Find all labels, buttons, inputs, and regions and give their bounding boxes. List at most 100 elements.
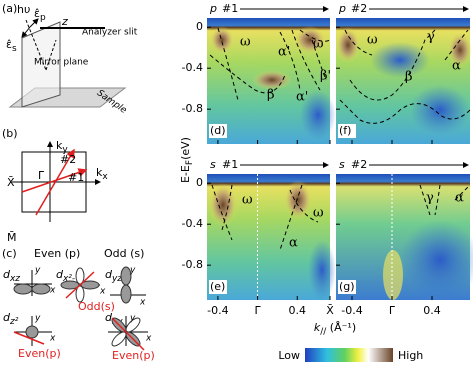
lobe <box>111 331 127 347</box>
even-tag: Even(p) <box>112 349 155 362</box>
cut: #1 <box>222 2 238 15</box>
intensity <box>370 42 430 78</box>
odd-tag: Odd(s) <box>78 300 115 313</box>
y-tick-label: -0.4 <box>182 61 203 74</box>
band-label: α' <box>296 90 308 105</box>
intensity <box>410 85 470 135</box>
main: E-E <box>179 165 192 183</box>
pol: p <box>338 2 346 15</box>
intensity <box>294 26 326 54</box>
sub: y <box>62 145 68 155</box>
y: y <box>34 314 41 324</box>
intensity <box>210 26 234 54</box>
ticks: 0 -0.4 -0.8 0 -0.4 -0.8 -0.4 Γ̄ 0.4 X̄ -0.4 Γ̄ 0.4 <box>182 20 441 317</box>
mirror-line <box>65 271 95 299</box>
band-label: ω <box>313 206 324 221</box>
band-label: α <box>452 59 461 74</box>
lobe <box>125 317 141 333</box>
d: d <box>105 311 113 324</box>
photon-label: hυ <box>17 3 30 16</box>
label-box <box>209 124 227 138</box>
panel-c: (c) Even (p) Odd (s) dxz yx dx²-y² x Odd… <box>2 247 155 362</box>
y: y <box>129 266 136 276</box>
m-point: M̄ <box>7 231 17 244</box>
panel-header: p #2 <box>338 2 469 15</box>
cut: #1 <box>222 158 238 171</box>
lobe <box>120 284 132 304</box>
intensity <box>336 27 360 63</box>
y-tick-label: -0.8 <box>182 102 203 115</box>
colorbar-low: Low <box>278 349 300 362</box>
pol-s: ε̂s <box>6 38 17 54</box>
y: y <box>129 314 136 324</box>
panel-label: (f) <box>339 124 351 137</box>
pol-arrow <box>21 26 31 38</box>
mirror-line <box>111 317 145 351</box>
pol: s <box>339 158 345 171</box>
label-box <box>338 280 356 294</box>
even-header: Even (p) <box>34 247 80 260</box>
tail: (Å⁻¹) <box>326 321 356 334</box>
x-tick-label: 0.4 <box>289 304 307 317</box>
sub: x²-y² <box>62 274 85 284</box>
label-box <box>209 280 227 294</box>
d: d <box>3 268 11 281</box>
x-tick-label: X̄ <box>326 304 334 317</box>
sub: // <box>320 327 327 337</box>
band-guide <box>339 29 471 124</box>
panel-label: (a) <box>2 2 17 15</box>
d: d <box>56 268 64 281</box>
label-box <box>338 124 356 138</box>
panel-label: (g) <box>339 280 355 293</box>
panel-b: (b) ky kx #2 #1 X̄ Γ̄ M̄ <box>2 127 108 244</box>
cut: #2 <box>351 158 367 171</box>
panel-header: s #2 <box>339 158 469 171</box>
arpes: ω α' ω β α' β' (d) ω γ β α (f) ω ω α (e)… <box>179 2 473 362</box>
orbital-label: dxz <box>3 268 20 284</box>
pol-sub: p <box>40 13 46 23</box>
panel-header: s #1 <box>210 158 329 171</box>
d: d <box>3 311 11 324</box>
band-label: α <box>455 191 464 206</box>
colorbar-high: High <box>398 349 423 362</box>
kx-label: kx <box>96 166 108 182</box>
x: x <box>99 287 106 297</box>
gamma-point: Γ̄ <box>38 169 45 182</box>
y-axis-label: E-EF(eV) <box>179 137 195 183</box>
pol-arrow <box>29 18 39 28</box>
x-axis-label: k// (Å⁻¹) <box>314 321 356 337</box>
panel-label: (b) <box>2 127 18 140</box>
band-label: ω <box>367 33 378 48</box>
x-tick-label: 0.4 <box>423 304 441 317</box>
panel-label: (c) <box>2 247 17 260</box>
mirror-label: Mirror plane <box>34 58 89 68</box>
orbital-label: dx²-y² <box>56 268 84 284</box>
pol-main: ε̂ <box>34 7 40 20</box>
panel-header: p #1 <box>209 2 329 15</box>
k: k <box>56 139 63 152</box>
pol-main: ε̂ <box>6 38 12 51</box>
y-tick-label: -0.4 <box>182 217 203 230</box>
band-label: ω <box>313 37 324 52</box>
y-tick-label: 0 <box>196 20 203 33</box>
intensity <box>209 183 237 227</box>
intensity <box>383 250 403 300</box>
lobe <box>31 283 51 295</box>
ky-label: ky <box>56 139 68 155</box>
band-guide <box>211 184 319 251</box>
mirror-line <box>13 331 45 345</box>
band-label: α <box>289 236 298 251</box>
panel-label: (e) <box>210 280 225 293</box>
band-guide <box>419 184 471 216</box>
odd-header: Odd (s) <box>104 247 144 260</box>
pol-sub: s <box>12 44 17 54</box>
sub: z² <box>9 317 19 327</box>
intensity <box>252 70 292 90</box>
main: k <box>314 321 321 334</box>
band-label: γ <box>427 30 435 45</box>
intensity <box>284 180 312 220</box>
x-point: X̄ <box>7 176 15 189</box>
cut-2-label: #2 <box>60 153 76 166</box>
cut-1 <box>21 168 88 193</box>
